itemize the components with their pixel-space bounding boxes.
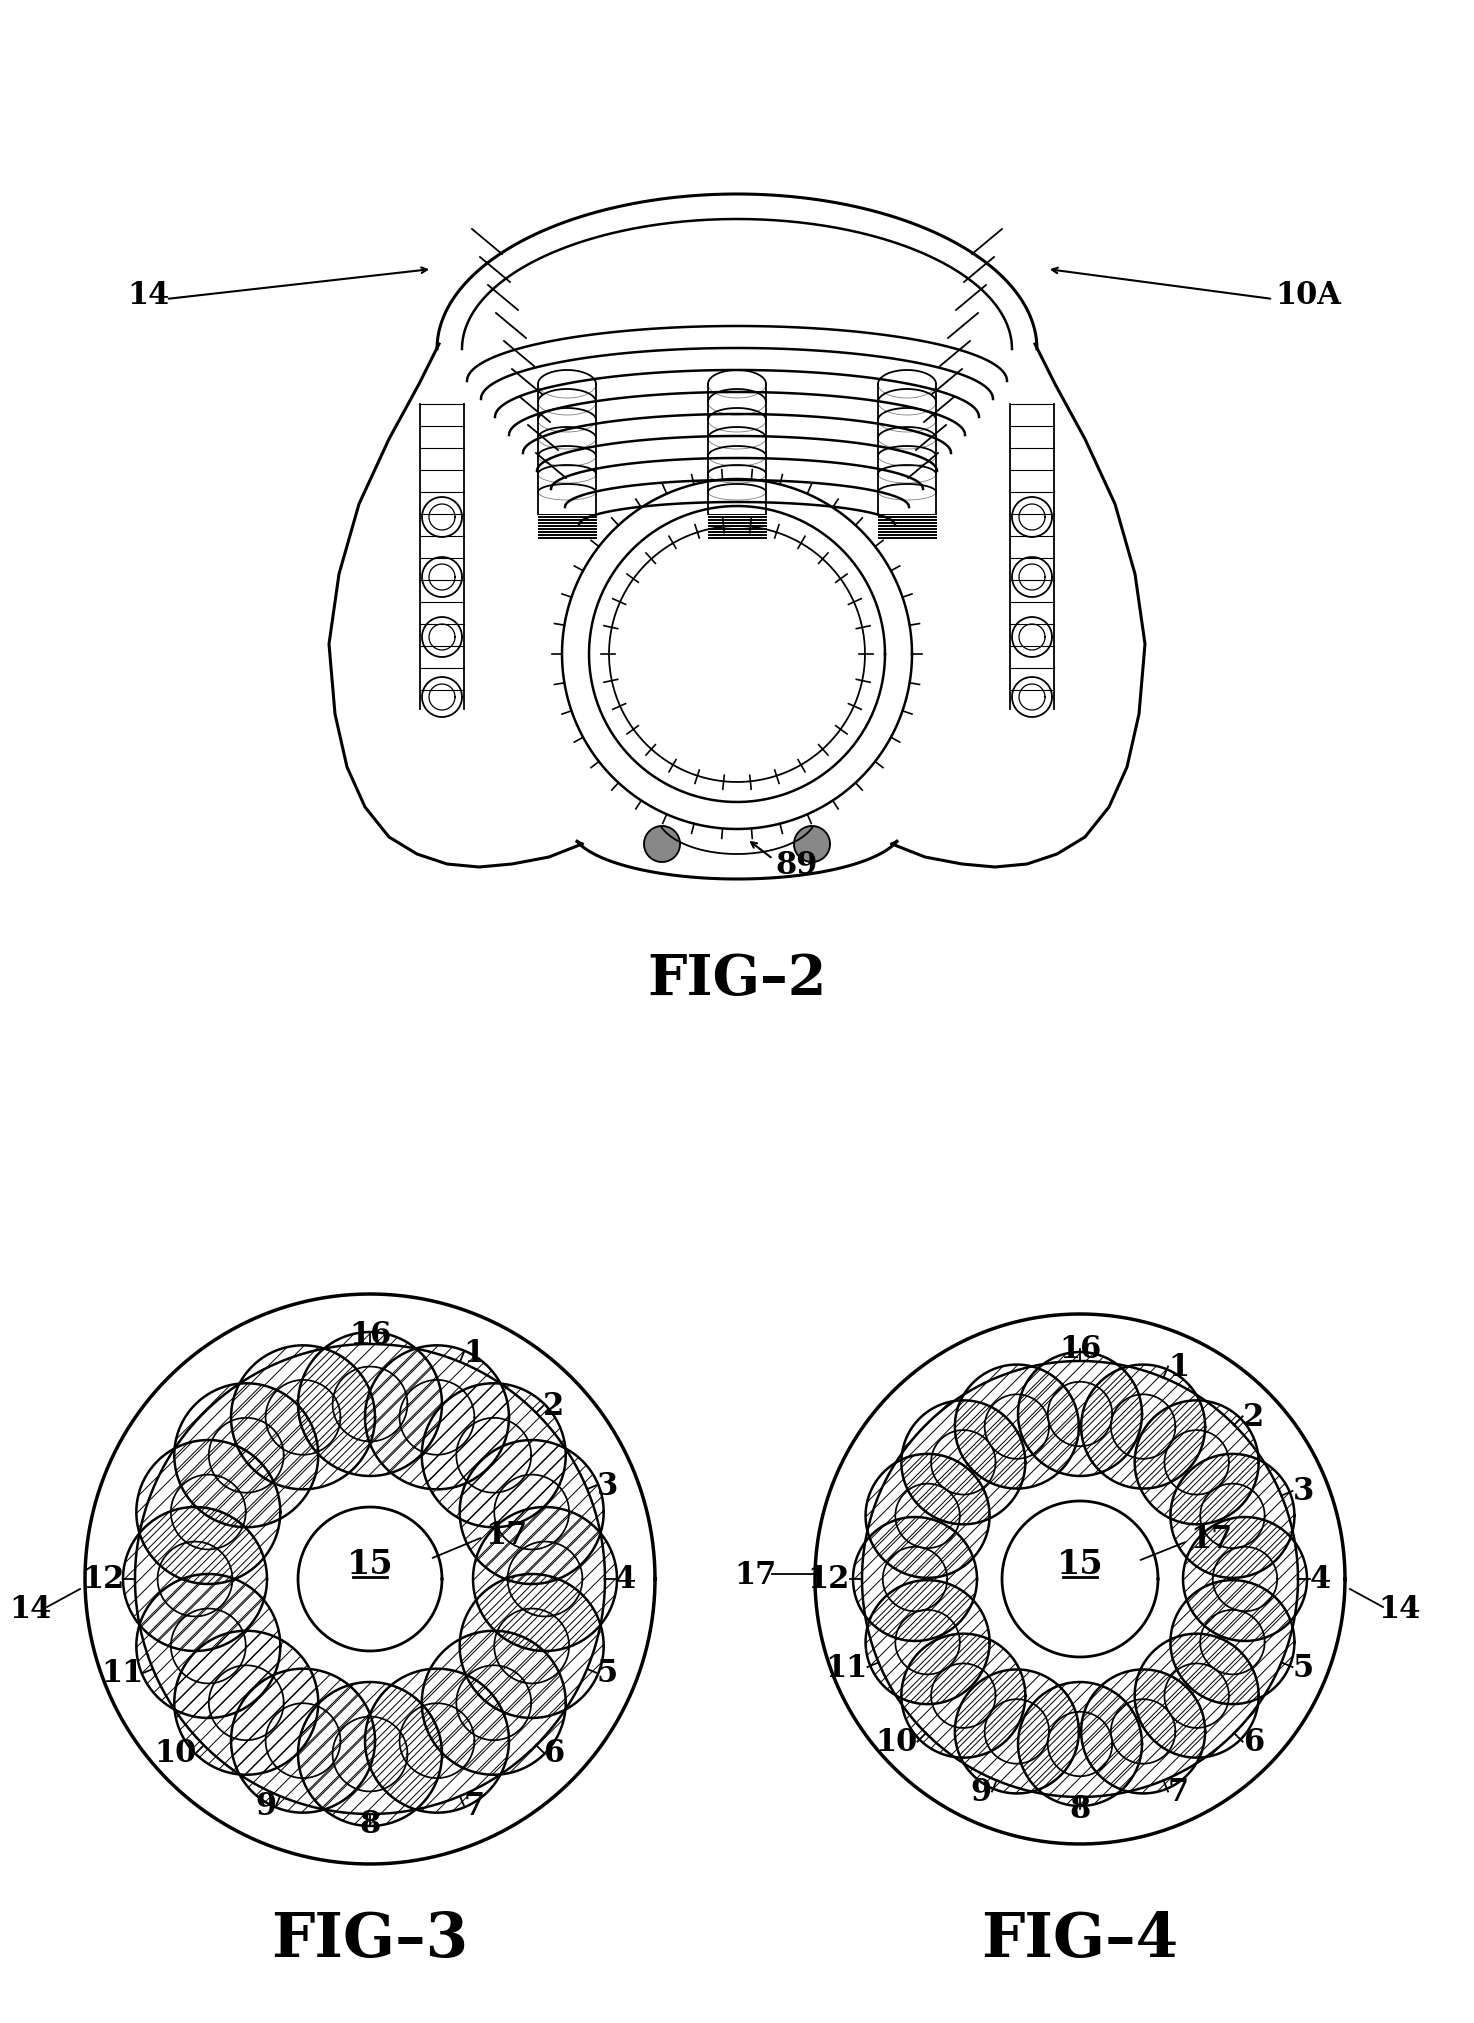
- Text: 6: 6: [544, 1738, 565, 1768]
- Text: 10A: 10A: [1275, 279, 1341, 310]
- Text: 9: 9: [971, 1776, 992, 1807]
- Text: 12: 12: [83, 1564, 125, 1594]
- Text: 17: 17: [485, 1519, 528, 1550]
- Text: 16: 16: [349, 1319, 391, 1349]
- Text: 11: 11: [825, 1651, 868, 1683]
- Text: 3: 3: [1293, 1475, 1313, 1507]
- Text: 12: 12: [808, 1564, 850, 1594]
- Text: 1: 1: [464, 1337, 485, 1368]
- Text: FIG–2: FIG–2: [647, 953, 827, 1007]
- Text: 7: 7: [1167, 1776, 1190, 1807]
- Text: FIG–3: FIG–3: [271, 1910, 469, 1968]
- Text: 15: 15: [1057, 1548, 1104, 1580]
- Text: 9: 9: [255, 1790, 276, 1821]
- Text: 15: 15: [346, 1548, 394, 1580]
- Text: 17: 17: [1190, 1523, 1232, 1556]
- Text: 5: 5: [1293, 1651, 1313, 1683]
- Polygon shape: [644, 827, 680, 862]
- Text: 14: 14: [127, 279, 170, 310]
- Text: 16: 16: [1058, 1333, 1101, 1366]
- Text: 2: 2: [1243, 1402, 1263, 1432]
- Text: 3: 3: [597, 1471, 618, 1501]
- Text: 4: 4: [1310, 1564, 1331, 1594]
- Text: 6: 6: [1243, 1726, 1263, 1758]
- Text: 11: 11: [102, 1657, 143, 1689]
- Text: 17: 17: [734, 1560, 777, 1590]
- Text: 10: 10: [155, 1738, 196, 1768]
- Polygon shape: [794, 827, 830, 862]
- Text: 8: 8: [1069, 1794, 1091, 1825]
- Text: 14: 14: [9, 1594, 52, 1624]
- Text: 10: 10: [876, 1726, 917, 1758]
- Text: 7: 7: [464, 1790, 485, 1821]
- Text: FIG–4: FIG–4: [982, 1910, 1179, 1968]
- Text: 8: 8: [360, 1809, 380, 1839]
- Text: 2: 2: [544, 1390, 565, 1422]
- Text: 4: 4: [615, 1564, 637, 1594]
- Text: 14: 14: [1378, 1594, 1421, 1624]
- Text: 1: 1: [1167, 1351, 1190, 1382]
- Text: 5: 5: [597, 1657, 618, 1689]
- Text: 89: 89: [775, 850, 818, 880]
